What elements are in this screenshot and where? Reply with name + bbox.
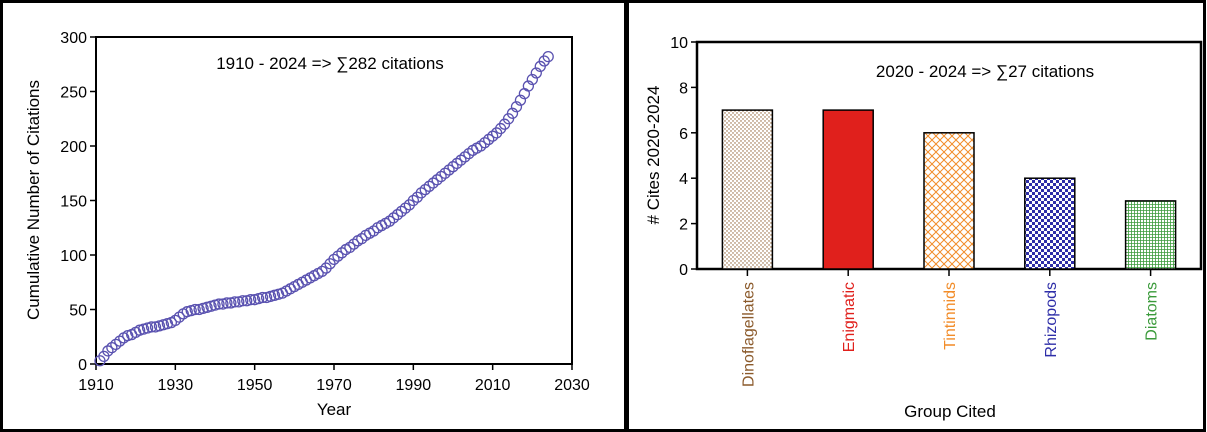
data-point: [145, 321, 158, 333]
y-tick-label: 8: [679, 80, 688, 97]
x-tick-label: 2030: [554, 377, 590, 394]
y-tick-label: 150: [60, 194, 87, 211]
data-point: [383, 215, 396, 227]
data-point: [475, 140, 487, 152]
y-tick-label: 100: [60, 248, 87, 265]
data-point: [510, 101, 523, 113]
data-point: [328, 253, 340, 266]
y-tick-label: 4: [679, 171, 688, 188]
data-point: [439, 167, 451, 179]
plot-area-1: [95, 36, 573, 365]
chart2-bars: Dinoflagellates Enigmatic Tintinnids Rhizop…: [721, 109, 1177, 387]
data-point: [423, 180, 435, 192]
data-point: [522, 80, 535, 92]
data-point: [506, 107, 519, 119]
bar-enigmatic: [822, 109, 874, 270]
chart1-ticks: 1910 1930 1950 1970 1990 2010 2030 0 50 100 150 200…: [60, 30, 590, 394]
data-point: [407, 194, 419, 207]
chart1-y-axis-label: Cumulative Number of Citations: [24, 80, 43, 320]
data-point: [427, 177, 439, 189]
bar-dinoflagellates: [721, 109, 774, 270]
y-tick-label: 2: [679, 217, 688, 234]
chart2-annotation: 2020 - 2024 => ∑27 citations: [876, 62, 1094, 81]
data-point: [106, 341, 118, 354]
x-tick-label: 1950: [237, 377, 273, 394]
data-point: [391, 209, 404, 221]
y-tick-label: 0: [679, 262, 688, 279]
x-tick-label: Rhizopods: [1043, 282, 1060, 358]
data-point: [530, 67, 542, 79]
data-point: [542, 50, 554, 63]
group-cited-chart: 0 2 4 6 8 10 Dinoflagellates Enigmatic Tintinni…: [644, 35, 1203, 421]
data-point: [256, 291, 269, 304]
data-point: [435, 170, 447, 183]
y-tick-label: 6: [679, 126, 688, 143]
bar-diatoms: [1124, 200, 1177, 270]
data-point: [463, 147, 475, 160]
data-point: [237, 295, 249, 307]
right-panel-frame: [626, 0, 1206, 432]
x-tick-label: 1910: [78, 377, 114, 394]
chart1-x-axis-label: Year: [317, 400, 352, 419]
y-tick-label: 200: [60, 139, 87, 156]
data-point: [387, 212, 400, 224]
data-point: [102, 345, 114, 357]
bar-tintinnids: [923, 132, 975, 270]
chart2-x-axis-label: Group Cited: [904, 402, 996, 421]
data-point: [431, 174, 443, 186]
x-tick-label: 1990: [396, 377, 432, 394]
left-panel-frame: [0, 0, 627, 432]
bar-rhizopods: [1024, 177, 1076, 270]
data-point: [526, 73, 538, 86]
cumulative-citations-chart: 1910 1930 1950 1970 1990 2010 2030 0 50 100 150 200…: [24, 30, 590, 419]
data-point: [213, 298, 225, 310]
data-point: [443, 164, 455, 176]
data-point: [514, 94, 527, 106]
y-tick-label: 300: [60, 30, 87, 47]
data-point: [451, 157, 463, 170]
x-tick-label: Dinoflagellates: [740, 282, 757, 387]
data-point: [336, 247, 348, 259]
data-point: [479, 137, 491, 149]
data-point: [169, 314, 181, 327]
y-tick-label: 50: [69, 303, 87, 320]
data-point: [245, 294, 257, 306]
x-tick-label: Tintinnids: [942, 282, 959, 350]
y-tick-label: 250: [60, 85, 87, 102]
x-tick-label: Diatoms: [1144, 282, 1161, 341]
data-point: [110, 338, 122, 351]
data-point: [348, 238, 360, 250]
data-point: [395, 205, 408, 218]
data-point: [368, 225, 380, 237]
chart1-points: [94, 50, 554, 367]
x-tick-label: 1930: [158, 377, 194, 394]
data-point: [229, 296, 241, 308]
data-point: [173, 311, 185, 323]
data-point: [221, 297, 233, 309]
data-point: [356, 232, 368, 245]
chart2-ticks: 0 2 4 6 8 10: [670, 35, 1152, 279]
x-tick-label: 1970: [316, 377, 352, 394]
data-point: [459, 151, 471, 163]
chart2-y-axis-label: # Cites 2020-2024: [644, 86, 663, 225]
x-tick-label: Enigmatic: [841, 282, 858, 352]
data-point: [344, 241, 356, 254]
data-point: [415, 187, 427, 199]
data-point: [316, 265, 328, 278]
data-point: [332, 250, 344, 262]
y-tick-label: 10: [670, 35, 688, 52]
y-tick-label: 0: [78, 357, 87, 374]
chart1-annotation: 1910 - 2024 => ∑282 citations: [216, 54, 444, 73]
data-point: [114, 335, 126, 347]
data-point: [483, 133, 495, 146]
data-point: [419, 183, 431, 196]
data-point: [487, 130, 499, 142]
x-tick-label: 2010: [475, 377, 511, 394]
data-point: [189, 303, 201, 316]
data-point: [447, 161, 459, 173]
data-point: [399, 202, 412, 214]
data-point: [455, 154, 467, 166]
